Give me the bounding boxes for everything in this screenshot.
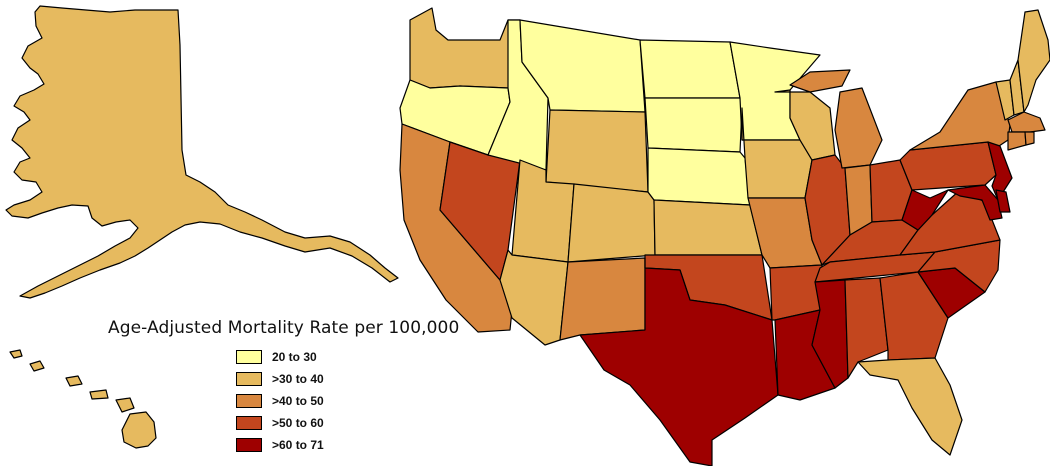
legend-label: >40 to 50 xyxy=(272,394,324,408)
state-NM xyxy=(559,257,646,341)
state-ND xyxy=(639,39,741,99)
state-KS xyxy=(653,199,763,256)
state-WY xyxy=(545,109,649,193)
state-MI xyxy=(789,69,851,93)
legend-item: >30 to 40 xyxy=(236,370,324,388)
state-HI xyxy=(121,411,157,449)
state-HI xyxy=(115,397,135,413)
legend-item: >50 to 60 xyxy=(236,414,324,432)
state-HI xyxy=(29,360,45,372)
state-MD xyxy=(947,184,1003,221)
state-ME xyxy=(1017,9,1050,113)
legend-swatch xyxy=(236,416,262,430)
state-NY xyxy=(909,81,1011,151)
state-WA xyxy=(409,7,521,89)
state-FL xyxy=(857,357,963,456)
legend-label: >60 to 71 xyxy=(272,438,324,452)
legend-label: >50 to 60 xyxy=(272,416,324,430)
legend: 20 to 30 >30 to 40 >40 to 50 >50 to 60 >… xyxy=(236,348,324,458)
legend-title: Age-Adjusted Mortality Rate per 100,000 xyxy=(108,318,460,338)
state-NE xyxy=(647,147,751,206)
state-RI xyxy=(1024,131,1035,146)
legend-item: >40 to 50 xyxy=(236,392,324,410)
state-CT xyxy=(1007,131,1027,151)
state-HI xyxy=(9,349,23,359)
legend-label: 20 to 30 xyxy=(272,350,317,364)
state-HI xyxy=(65,375,83,387)
state-AK xyxy=(5,5,399,299)
state-TX xyxy=(579,257,779,466)
legend-item: 20 to 30 xyxy=(236,348,324,366)
state-HI xyxy=(89,389,109,400)
state-AL xyxy=(844,277,889,379)
state-AZ xyxy=(499,249,569,346)
legend-swatch xyxy=(236,372,262,386)
legend-item: >60 to 71 xyxy=(236,436,324,454)
state-DE xyxy=(995,189,1011,213)
legend-swatch xyxy=(236,350,262,364)
state-MI xyxy=(834,87,883,169)
legend-label: >30 to 40 xyxy=(272,372,324,386)
legend-swatch xyxy=(236,438,262,452)
state-CO xyxy=(567,183,656,263)
state-SD xyxy=(644,97,743,153)
legend-swatch xyxy=(236,394,262,408)
